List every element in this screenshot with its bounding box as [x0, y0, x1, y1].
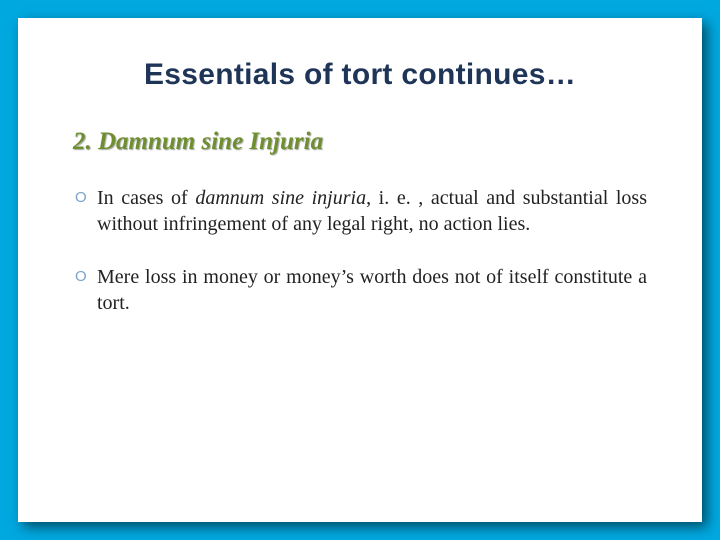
- list-item: In cases of damnum sine injuria, i. e. ,…: [75, 186, 647, 237]
- bullet-text-prefix: In cases of: [97, 187, 195, 209]
- list-item: Mere loss in money or money’s worth does…: [75, 265, 647, 316]
- slide-subtitle: 2. Damnum sine Injuria: [73, 128, 647, 156]
- bullet-text: Mere loss in money or money’s worth does…: [97, 266, 647, 314]
- bullet-list: In cases of damnum sine injuria, i. e. ,…: [73, 186, 647, 316]
- slide: Essentials of tort continues… 2. Damnum …: [18, 18, 702, 522]
- bullet-text-italic: damnum sine injuria: [195, 187, 366, 209]
- slide-title: Essentials of tort continues…: [73, 58, 647, 92]
